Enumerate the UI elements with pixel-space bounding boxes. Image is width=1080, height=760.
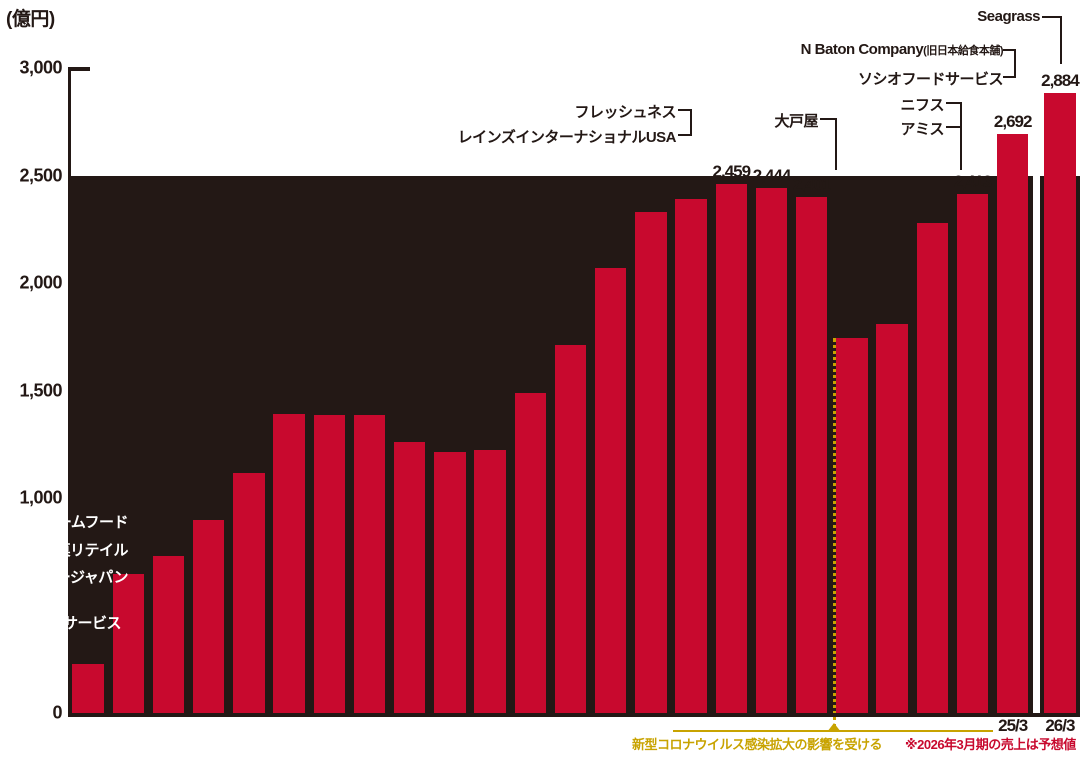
callout-socio-food-service: ソシオフードサービス [857,71,1004,88]
bar-value-label: 2,459 [712,162,752,182]
callout-wbj: ダブリュービィージャパン [0,569,129,586]
y-tick-label: 2,000 [19,272,62,293]
y-tick-label: 3,000 [19,57,62,78]
callout-n-baton-main: N Baton Company [800,41,924,58]
y-tick-labels: 3,000 2,500 2,000 1,500 1,000 0 [0,0,62,760]
bar [1044,92,1076,713]
bar-value-label: 2,401 [792,174,832,194]
leader-seagrass-h [1042,16,1062,18]
bar [353,414,386,713]
bar [112,574,144,713]
callout-meiji-seika-retail: 明治製菓リテイル [11,542,129,559]
bar [715,184,747,713]
bar [836,337,868,713]
y-tick-label: 1,500 [19,380,62,400]
callout-n-baton-sub: (旧日本給食本舗) [923,45,1003,57]
callout-n-baton-company: N Baton Company(旧日本給食本舗) [800,41,1004,58]
y-axis-top-tick [68,67,90,71]
footnote-covid: 新型コロナウイルス感染拡大の影響を受ける [632,737,883,752]
bar [595,267,627,713]
bar [313,415,345,713]
y-tick-label: 0 [52,702,62,723]
forecast-separator [1032,68,1040,713]
bar [554,345,587,713]
bar [434,451,466,713]
bar [514,392,546,713]
bar [72,663,104,713]
callout-dream-food: ドリームフード [27,514,129,531]
leader-reins [678,134,692,136]
leader-socio-h [1003,76,1016,78]
bar [152,556,185,713]
bar-value-label: 2,413 [953,172,993,192]
bar [796,196,828,713]
bar [755,187,788,713]
bar-value-label: 2,884 [1041,70,1080,90]
leader-nbaton-h [1003,49,1016,51]
bar [193,519,225,713]
leader-ootoya-h [820,118,837,120]
callout-freshness: フレッシュネス [574,104,676,121]
bar [675,199,707,713]
footnote-forecast: ※2026年3月期の売上は予想値 [905,737,1076,752]
unit-label: (億円) [6,9,55,30]
leader-nifs-amis-down [960,126,962,170]
bar [474,449,506,713]
callout-nifs: ニフス [900,97,944,114]
bar [394,442,426,713]
leader-ootoya-v [835,118,837,170]
x-tick-label: 26/3 [1045,716,1075,735]
plot-area [68,68,1080,732]
leader-amis-h [946,126,962,128]
callout-reins-international-usa: レインズインターナショナルUSA [457,129,677,146]
covid-marker-line [833,337,837,728]
covid-arrow-icon [827,723,842,732]
bar-value-label: 2,692 [993,112,1033,132]
callout-ootoya: 大戸屋 [774,113,818,130]
bar [233,473,265,713]
bar [956,194,989,713]
leader-bracket-nifs-amis [960,102,962,126]
callout-seagrass: Seagrass [977,8,1040,25]
leader-nifs-h [946,102,962,104]
leader-bracket-freshness-reins [690,109,692,136]
bar [997,134,1029,713]
callout-amis: アミス [900,121,944,138]
bar [273,414,305,713]
y-tick-label: 2,500 [19,165,62,185]
bar [635,212,667,713]
callout-heisei-food-service: 平成フードサービス [0,615,121,632]
bar [876,323,908,713]
x-axis-line [68,713,1080,717]
bar-value-label: 2,444 [752,165,792,185]
leader-socio-v [1014,49,1016,76]
leader-freshness [678,109,692,111]
bar [916,222,948,713]
y-tick-label: 1,000 [19,487,62,508]
leader-seagrass-v [1060,16,1062,64]
y-axis-line [68,68,71,716]
x-tick-label: 25/3 [998,716,1028,735]
